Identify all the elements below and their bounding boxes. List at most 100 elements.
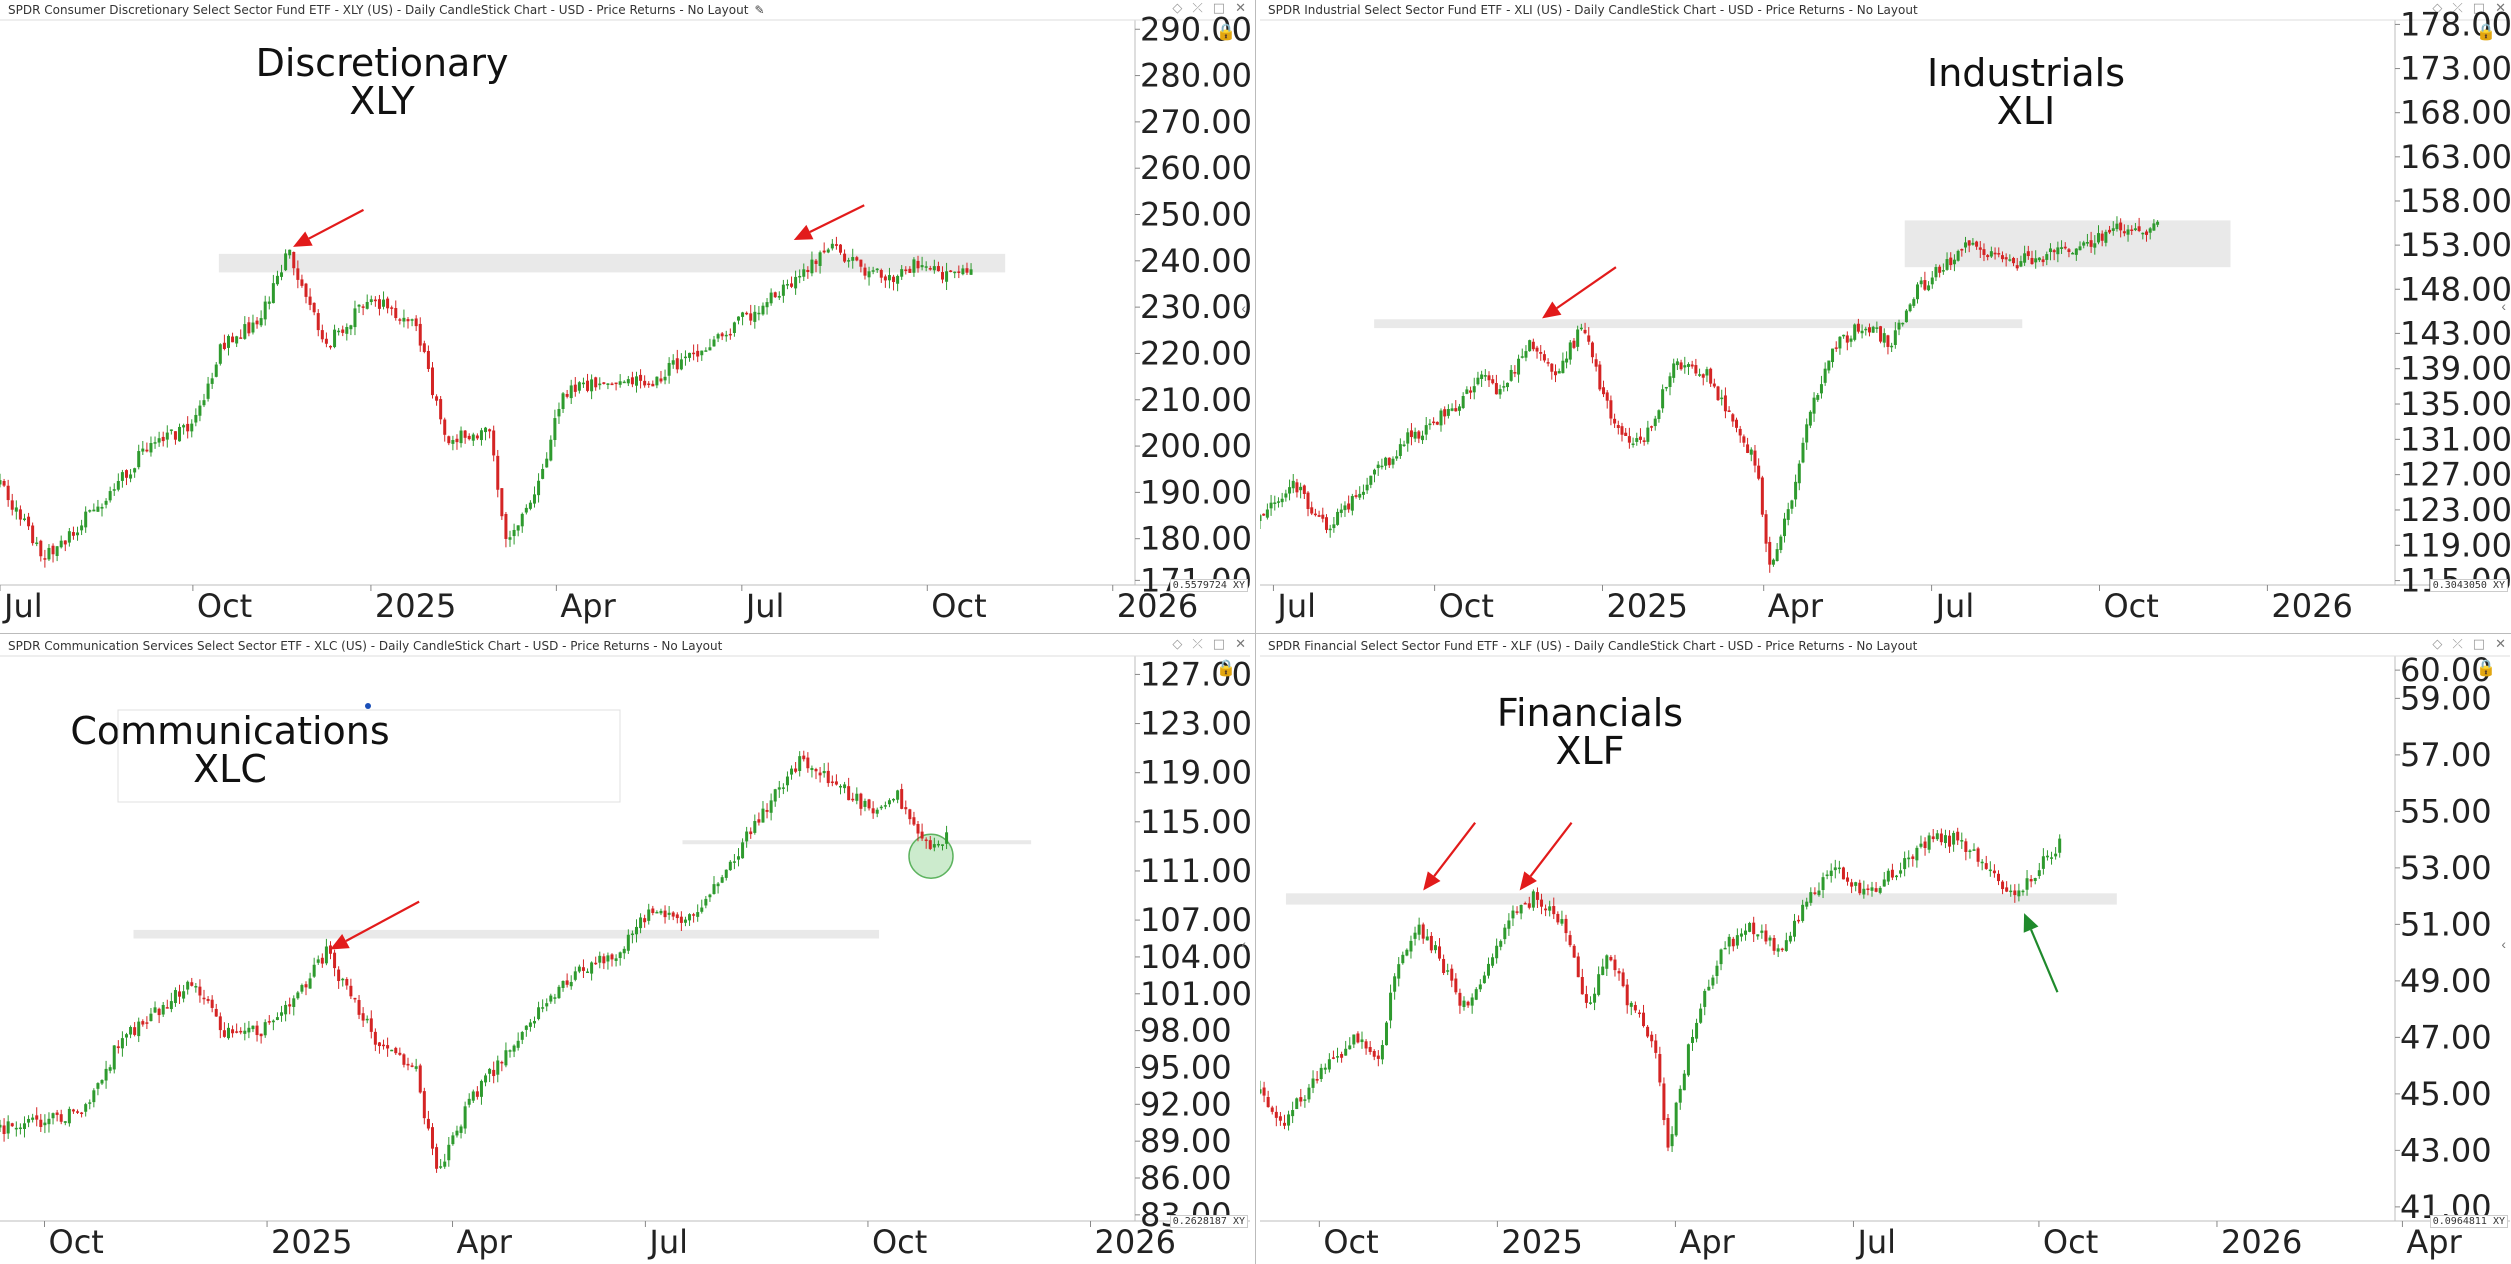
annotation-arrow-head[interactable] xyxy=(2023,913,2039,933)
maximize-icon[interactable]: □ xyxy=(1212,1,1226,16)
resistance-band[interactable] xyxy=(133,929,880,939)
drag-handle[interactable] xyxy=(365,703,371,709)
chart-annotation-title[interactable]: Communications xyxy=(70,709,389,753)
close-icon[interactable]: ✕ xyxy=(2495,637,2506,652)
resistance-band[interactable] xyxy=(1285,893,2117,905)
y-tick-label: 59.00 xyxy=(2400,679,2492,717)
close-icon[interactable]: ✕ xyxy=(1235,1,1246,16)
chevron-left-icon[interactable]: ‹ xyxy=(2501,936,2506,952)
candle-body xyxy=(18,1127,22,1130)
resistance-band[interactable] xyxy=(218,253,1006,273)
candle-body xyxy=(1930,277,1934,285)
chart-pane-xlf[interactable]: SPDR Financial Select Sector Fund ETF - … xyxy=(1260,636,2510,1264)
candle-body xyxy=(1616,425,1620,428)
candle-body xyxy=(557,986,561,999)
chart-annotation-title[interactable]: Discretionary xyxy=(256,41,509,85)
candle-body xyxy=(2078,246,2082,251)
chart-pane-xly[interactable]: SPDR Consumer Discretionary Select Secto… xyxy=(0,0,1250,628)
link-icon[interactable]: ⤫ xyxy=(2452,637,2463,652)
annotation-arrow-head[interactable] xyxy=(293,231,313,247)
chart-annotation-symbol[interactable]: XLF xyxy=(1555,729,1624,773)
lock-icon[interactable]: 🔒 xyxy=(2476,660,2496,677)
chart-annotation-title[interactable]: Industrials xyxy=(1927,51,2125,95)
link-icon[interactable]: ⤫ xyxy=(2452,1,2463,16)
chart-pane-xli[interactable]: SPDR Industrial Select Sector Fund ETF -… xyxy=(1260,0,2510,628)
candle-body xyxy=(1313,513,1317,516)
candlestick-chart[interactable]: 127.00 123.00 119.00 115.00 111.00 107.00104.… xyxy=(0,636,1250,1264)
candle-body xyxy=(1568,342,1572,360)
chevron-left-icon[interactable]: ‹ xyxy=(2501,298,2506,314)
candle-body xyxy=(569,981,573,987)
vertical-divider[interactable] xyxy=(1255,0,1256,1264)
chevron-left-icon[interactable]: ‹ xyxy=(1241,936,1246,952)
candle-body xyxy=(141,448,145,452)
annotation-arrow-head[interactable] xyxy=(1542,301,1562,319)
chart-annotation-symbol[interactable]: XLI xyxy=(1997,89,2055,133)
pencil-icon[interactable]: ✎ xyxy=(754,3,765,17)
candle-body xyxy=(1675,361,1679,366)
chevron-left-icon[interactable]: ‹ xyxy=(1241,300,1246,316)
diamond-icon[interactable]: ◇ xyxy=(2432,1,2443,16)
candle-body xyxy=(296,268,300,280)
pane-title-bar[interactable]: SPDR Financial Select Sector Fund ETF - … xyxy=(1260,636,2510,656)
resistance-band[interactable] xyxy=(682,840,1032,845)
close-icon[interactable]: ✕ xyxy=(1235,637,1246,652)
candle-body xyxy=(398,1052,402,1055)
chart-annotation-symbol[interactable]: XLY xyxy=(349,79,415,123)
candle-body xyxy=(2060,247,2064,249)
chart-annotation-title[interactable]: Financials xyxy=(1497,691,1683,735)
lock-icon[interactable]: 🔒 xyxy=(1216,660,1236,677)
candle-body xyxy=(920,265,924,268)
annotation-arrow-head[interactable] xyxy=(793,224,814,240)
candle-body xyxy=(439,399,443,420)
candle-body xyxy=(749,831,753,835)
maximize-icon[interactable]: □ xyxy=(2472,1,2486,16)
candle-body xyxy=(1976,848,1980,862)
annotation-arrow-head[interactable] xyxy=(330,933,350,950)
diamond-icon[interactable]: ◇ xyxy=(1172,637,1183,652)
annotation-arrow-shaft[interactable] xyxy=(809,204,865,234)
candle-body xyxy=(749,313,753,321)
chart-pane-xlc[interactable]: SPDR Communication Services Select Secto… xyxy=(0,636,1250,1264)
annotation-arrow-head[interactable] xyxy=(1519,871,1537,891)
lock-icon[interactable]: 🔒 xyxy=(2476,24,2496,41)
lock-icon[interactable]: 🔒 xyxy=(1216,24,1236,41)
candle-body xyxy=(475,435,479,439)
candle-body xyxy=(1295,482,1299,493)
diamond-icon[interactable]: ◇ xyxy=(1172,1,1183,16)
candlestick-chart[interactable]: 290.00 280.00 270.00 260.00 250.00 240.00 230.… xyxy=(0,0,1250,628)
candle-body xyxy=(728,861,732,871)
candle-body xyxy=(1790,500,1794,509)
candlestick-chart[interactable]: 178.00 173.00 168.00 163.00 158.00 153.00 148.… xyxy=(1260,0,2510,628)
link-icon[interactable]: ⤫ xyxy=(1192,637,1203,652)
close-icon[interactable]: ✕ xyxy=(2495,1,2506,16)
chart-annotation-symbol[interactable]: XLC xyxy=(193,747,267,791)
pane-title-bar[interactable]: SPDR Communication Services Select Secto… xyxy=(0,636,1250,656)
candle-body xyxy=(716,883,720,887)
candle-body xyxy=(202,997,206,1000)
candle-body xyxy=(549,995,553,1002)
resistance-band[interactable] xyxy=(1374,319,2023,329)
y-tick-label: 92.00 xyxy=(1140,1085,1232,1123)
maximize-icon[interactable]: □ xyxy=(2472,637,2486,652)
x-tick-label: Oct xyxy=(872,1223,927,1261)
candle-body xyxy=(198,986,202,996)
annotation-arrow-head[interactable] xyxy=(1423,871,1441,891)
horizontal-divider[interactable] xyxy=(0,633,2511,634)
text-box-frame[interactable] xyxy=(117,709,621,803)
annotation-arrow-shaft[interactable] xyxy=(2030,929,2059,993)
candle-body xyxy=(2104,231,2108,243)
link-icon[interactable]: ⤫ xyxy=(1192,1,1203,16)
candle-body xyxy=(1317,515,1321,517)
annotation-arrow-shaft[interactable] xyxy=(1556,266,1617,310)
annotation-arrow-shaft[interactable] xyxy=(1433,822,1477,877)
diamond-icon[interactable]: ◇ xyxy=(2432,637,2443,652)
annotation-arrow-shaft[interactable] xyxy=(1529,822,1573,877)
pane-title-bar[interactable]: SPDR Consumer Discretionary Select Secto… xyxy=(0,0,1250,20)
annotation-arrow-shaft[interactable] xyxy=(345,900,420,942)
maximize-icon[interactable]: □ xyxy=(1212,637,1226,652)
annotation-arrow-shaft[interactable] xyxy=(308,208,365,240)
pane-title-bar[interactable]: SPDR Industrial Select Sector Fund ETF -… xyxy=(1260,0,2510,20)
candle-body xyxy=(508,1050,512,1052)
